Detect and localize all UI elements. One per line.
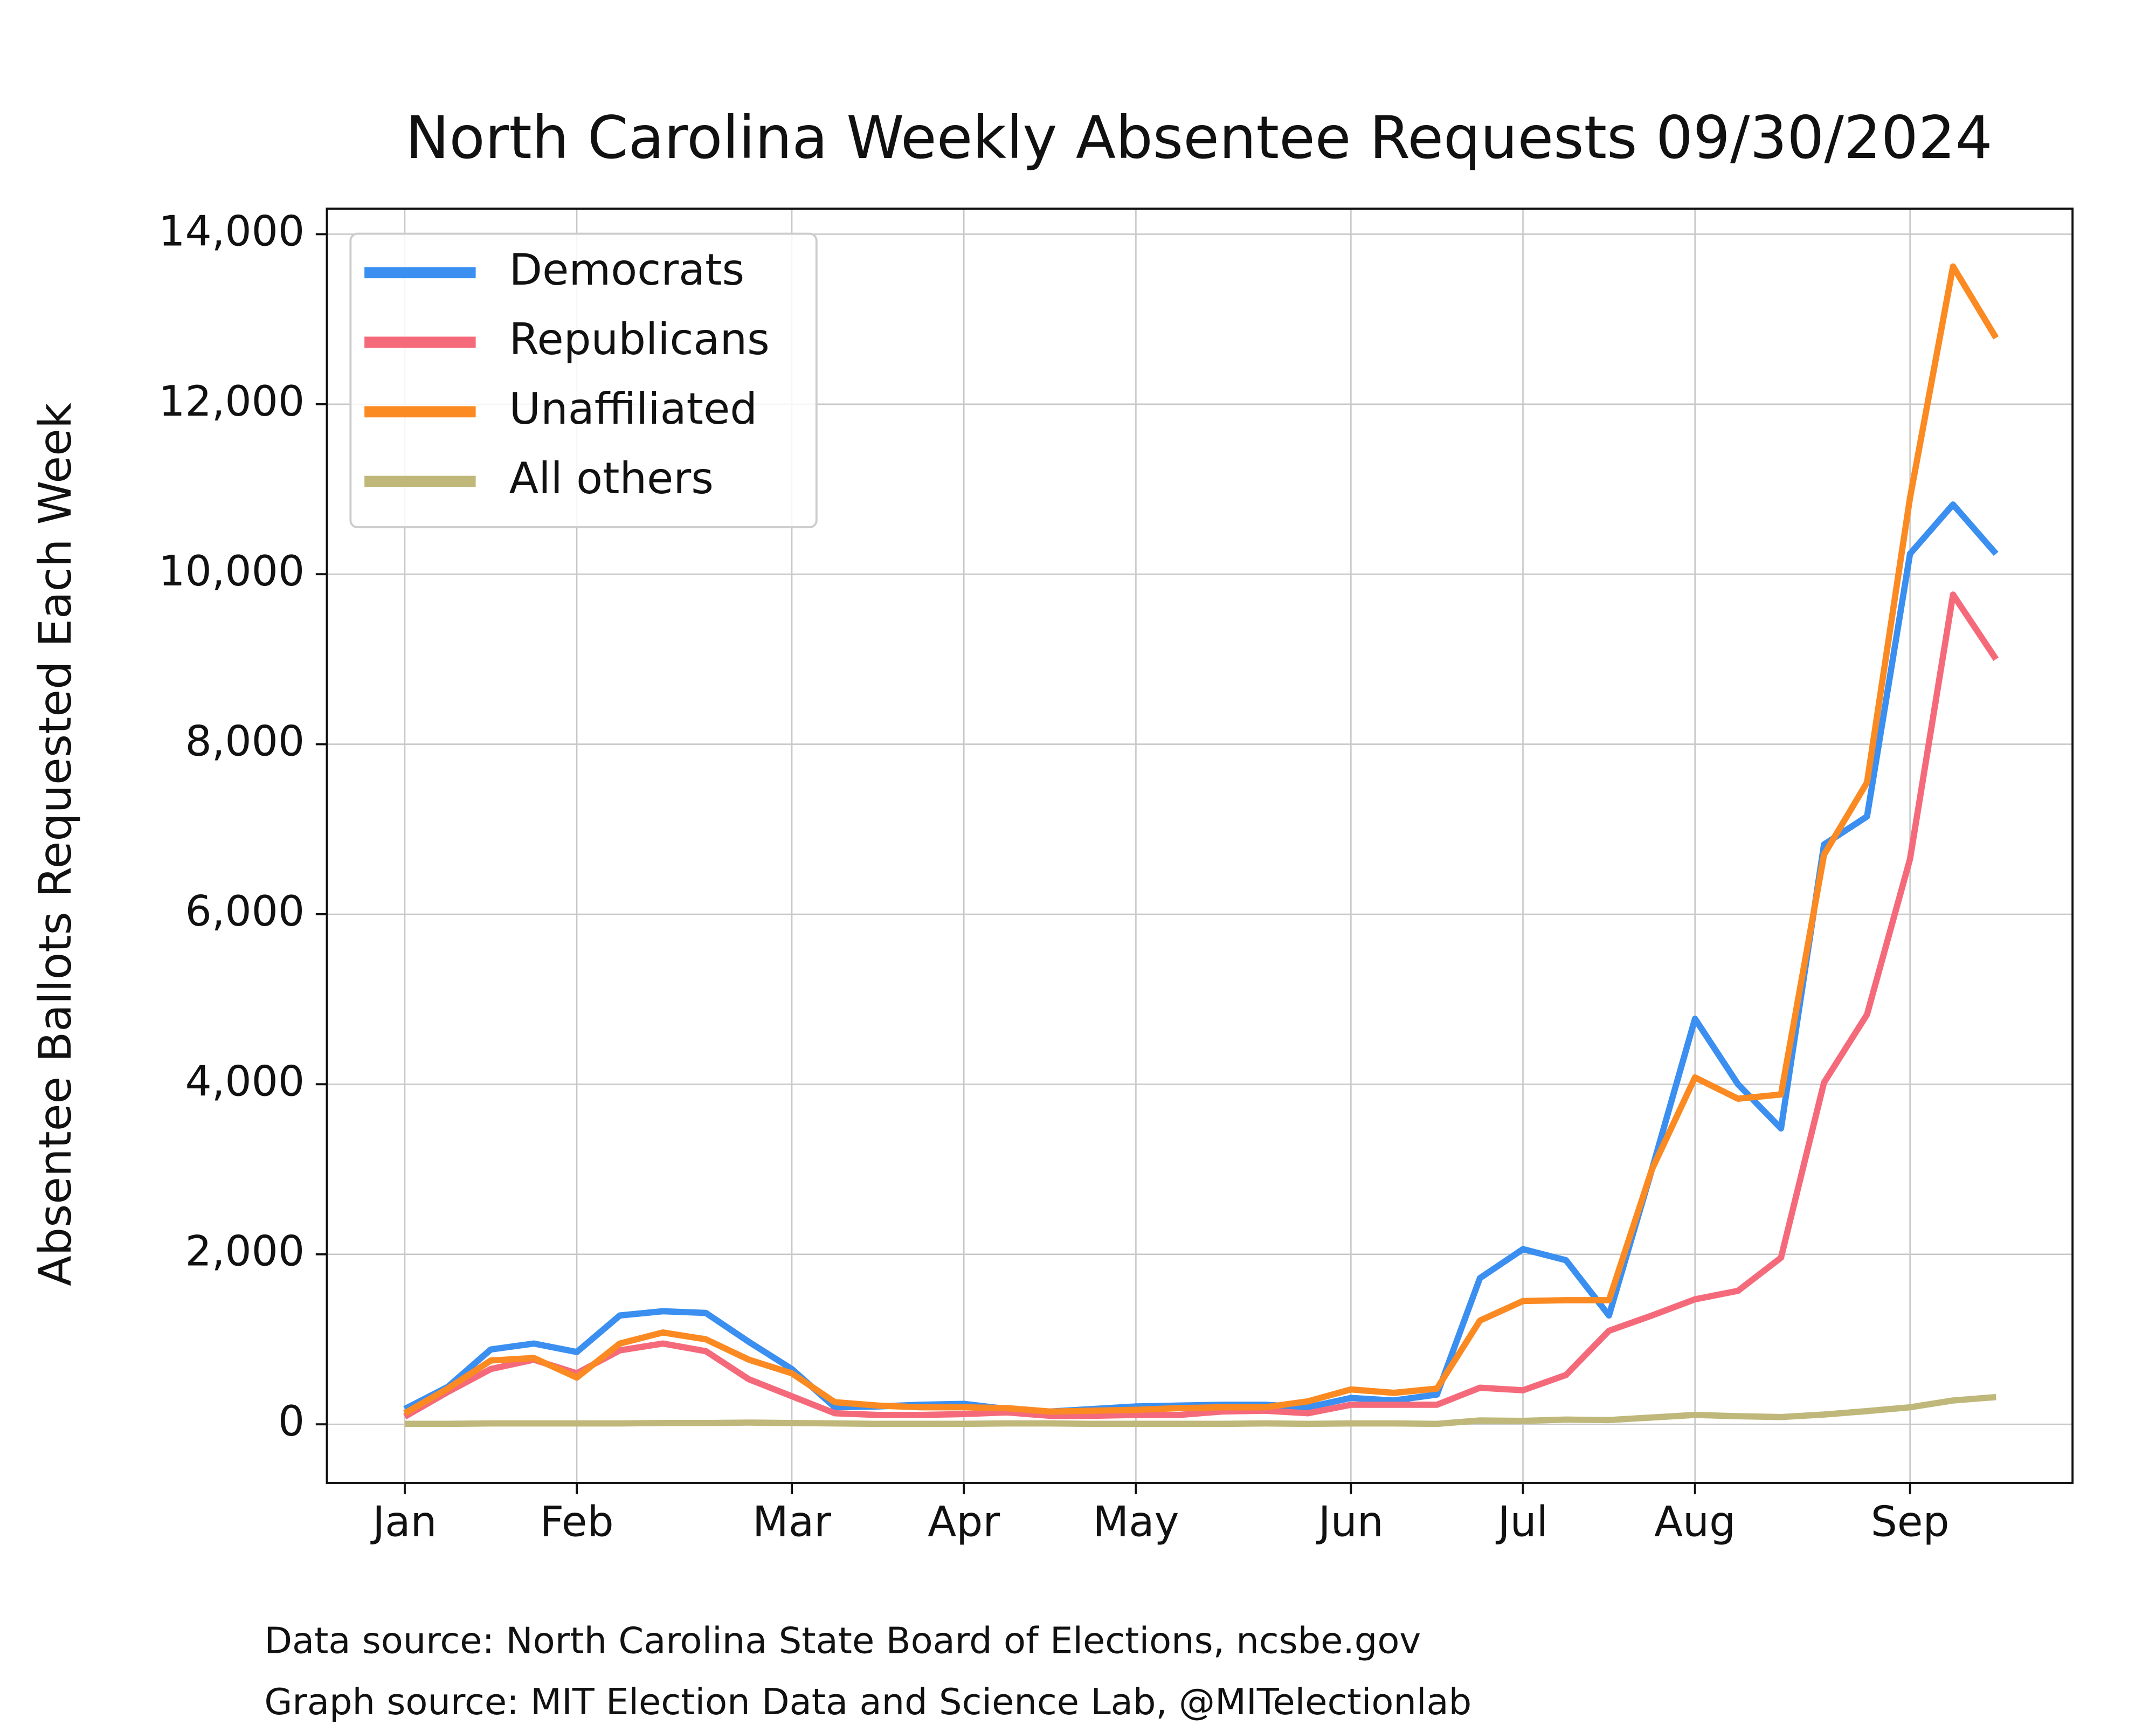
y-tick-label: 8,000 — [185, 717, 305, 766]
x-tick-label: Jan — [370, 1498, 437, 1546]
x-tick-label: Aug — [1654, 1498, 1736, 1546]
source-note: Graph source: MIT Election Data and Scie… — [264, 1681, 1471, 1723]
legend-label: Democrats — [509, 245, 745, 295]
legend-box — [349, 232, 818, 528]
series-line — [404, 1393, 1996, 1427]
y-axis-label: Absentee Ballots Requested Each Week — [30, 403, 81, 1286]
y-tick-label: 6,000 — [185, 887, 305, 936]
series-line — [403, 591, 1999, 1420]
y-tick-label: 10,000 — [158, 547, 305, 596]
x-tick-label: Sep — [1871, 1498, 1950, 1546]
y-tick-label: 14,000 — [158, 207, 305, 256]
legend-label: All others — [509, 453, 714, 503]
y-tick-label: 0 — [278, 1397, 305, 1446]
y-tick-label: 12,000 — [158, 377, 305, 426]
plot-frame — [326, 208, 2074, 1484]
y-tick-label: 2,000 — [185, 1227, 305, 1276]
source-note: Data source: North Carolina State Board … — [264, 1619, 1421, 1661]
series-line — [403, 263, 1999, 1416]
legend-label: Republicans — [509, 314, 770, 364]
chart-title: North Carolina Weekly Absentee Requests … — [405, 104, 1992, 172]
x-tick-label: Feb — [540, 1498, 614, 1546]
x-tick-label: Jul — [1496, 1498, 1548, 1546]
x-tick-label: Mar — [752, 1498, 831, 1546]
legend-label: Unaffiliated — [509, 384, 757, 434]
x-tick-label: Apr — [928, 1498, 1000, 1546]
x-tick-label: Jun — [1316, 1498, 1384, 1546]
y-tick-label: 4,000 — [185, 1057, 305, 1106]
x-tick-label: May — [1093, 1498, 1179, 1546]
